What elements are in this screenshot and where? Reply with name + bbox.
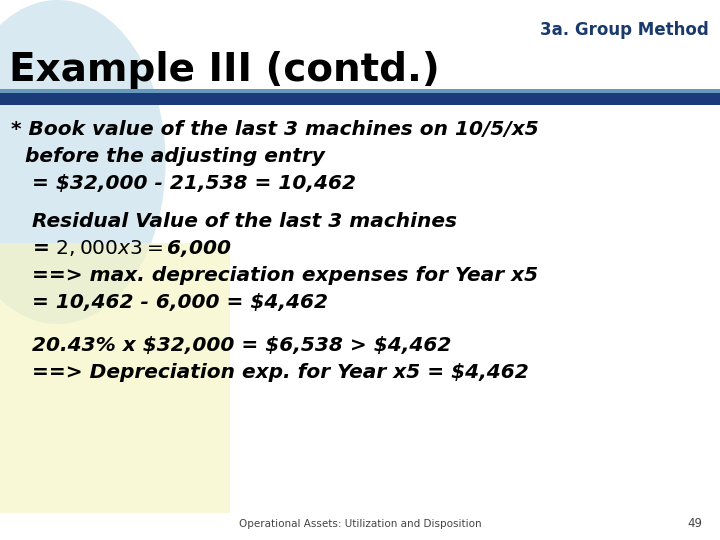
Polygon shape: [0, 243, 230, 513]
Bar: [0, 89, 720, 93]
Text: Operational Assets: Utilization and Disposition: Operational Assets: Utilization and Disp…: [239, 519, 481, 529]
Text: 3a. Group Method: 3a. Group Method: [541, 21, 709, 39]
Text: ==> Depreciation exp. for Year x5 = $4,462: ==> Depreciation exp. for Year x5 = $4,4…: [11, 363, 528, 382]
Bar: [0, 93, 720, 105]
Text: Example III (contd.): Example III (contd.): [9, 51, 439, 89]
Text: 20.43% x $32,000 = $6,538 > $4,462: 20.43% x $32,000 = $6,538 > $4,462: [11, 336, 451, 355]
Text: * Book value of the last 3 machines on 10/5/x5: * Book value of the last 3 machines on 1…: [11, 120, 539, 139]
Text: = $2,000 x 3 = $6,000: = $2,000 x 3 = $6,000: [11, 238, 232, 259]
Text: = 10,462 - 6,000 = $4,462: = 10,462 - 6,000 = $4,462: [11, 293, 328, 312]
Ellipse shape: [0, 0, 166, 324]
Text: ==> max. depreciation expenses for Year x5: ==> max. depreciation expenses for Year …: [11, 266, 538, 285]
Text: 49: 49: [687, 517, 702, 530]
Text: before the adjusting entry: before the adjusting entry: [11, 147, 325, 166]
Text: Residual Value of the last 3 machines: Residual Value of the last 3 machines: [11, 212, 456, 231]
Text: = $32,000 - 21,538 = 10,462: = $32,000 - 21,538 = 10,462: [11, 174, 356, 193]
